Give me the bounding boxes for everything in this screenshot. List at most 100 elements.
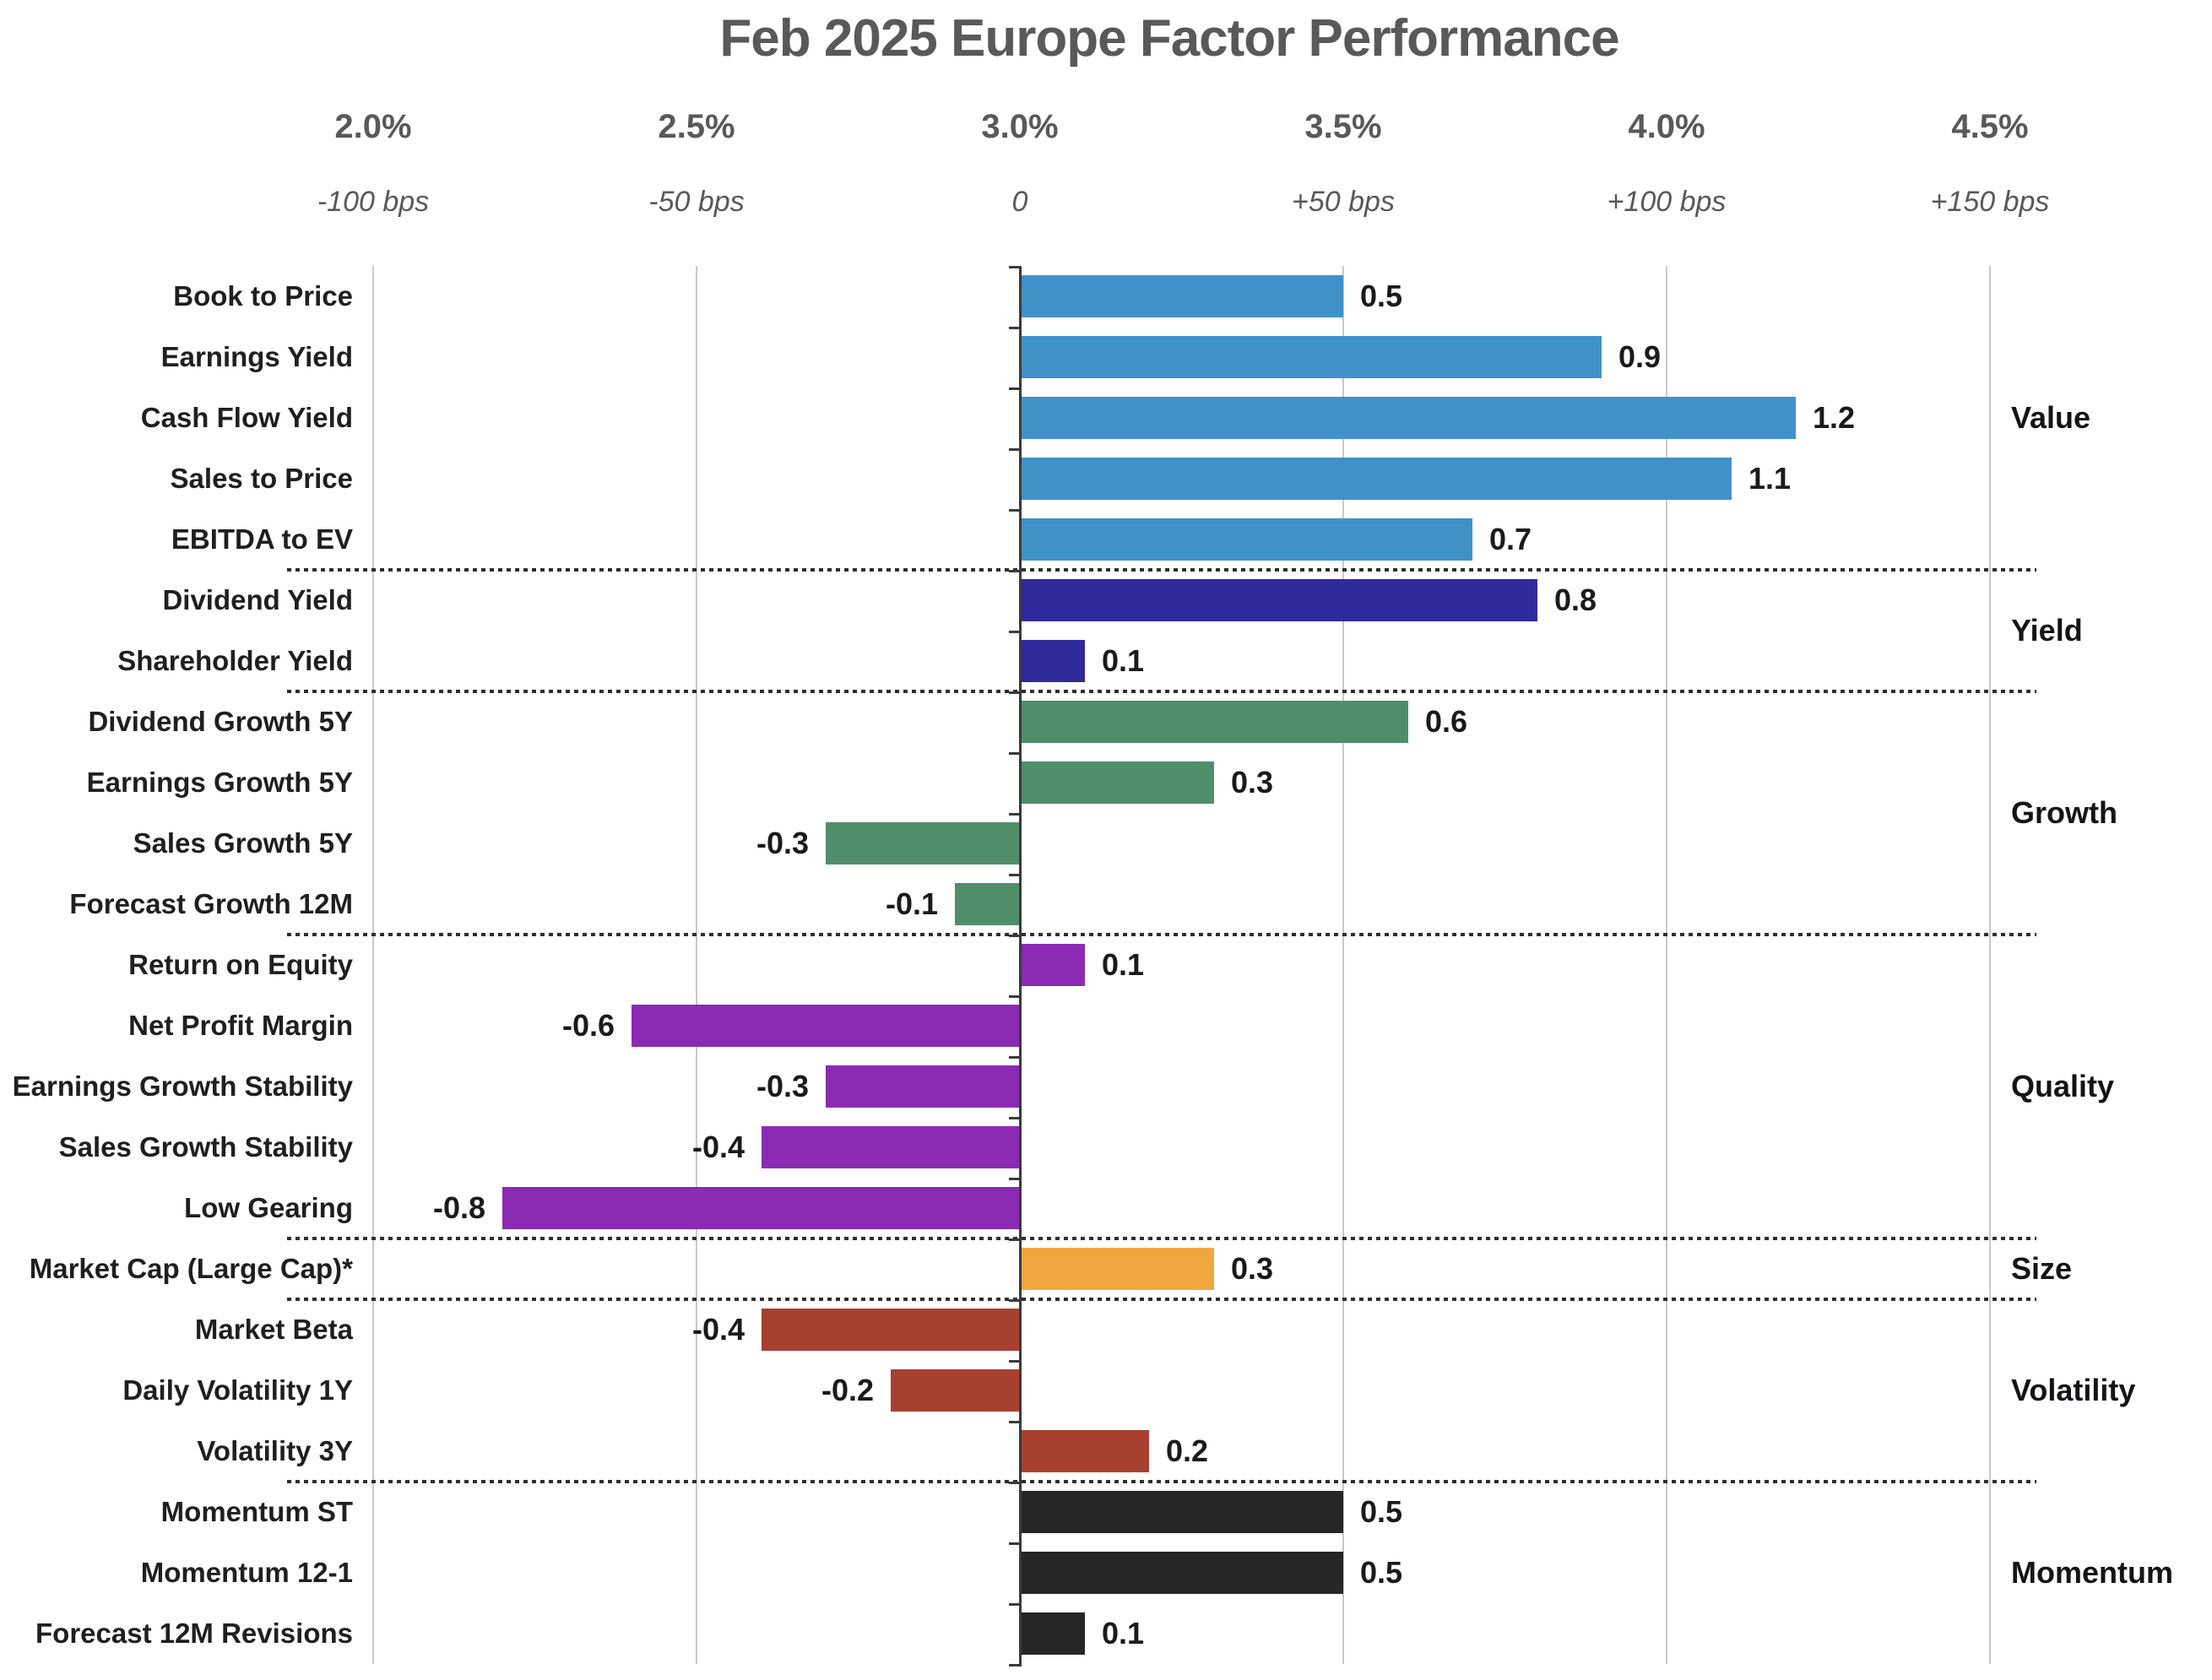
bar-low-gearing: [502, 1187, 1020, 1229]
axis-bps-label-100-bps: +100 bps: [1607, 186, 1727, 218]
bar-value-cash-flow-yield: 1.2: [1813, 400, 1856, 435]
axis-percent-label-3-0: 3.0%: [981, 108, 1059, 145]
factor-label-sales-growth-5y: Sales Growth 5Y: [133, 827, 353, 859]
chart-title: Feb 2025 Europe Factor Performance: [719, 9, 1619, 68]
factor-label-earnings-yield: Earnings Yield: [160, 341, 353, 372]
bar-earnings-yield: [1020, 336, 1602, 378]
bar-value-earnings-yield: 0.9: [1618, 339, 1662, 374]
factor-label-momentum-st: Momentum ST: [160, 1496, 353, 1527]
axis-bps-label-0: 0: [1011, 186, 1028, 218]
group-label-yield: Yield: [2011, 613, 2083, 648]
axis-bps-label-50-bps: +50 bps: [1292, 186, 1395, 218]
bar-value-earnings-growth-5y: 0.3: [1231, 765, 1274, 799]
bar-sales-growth-stability: [762, 1126, 1020, 1168]
bar-value-sales-to-price: 1.1: [1748, 461, 1792, 496]
group-label-value: Value: [2011, 400, 2091, 435]
axis-percent-label-4-5: 4.5%: [1951, 108, 2029, 145]
bar-cash-flow-yield: [1020, 397, 1796, 439]
group-separator-yield-growth: [287, 690, 2036, 693]
gridline-4-5: [1989, 266, 1991, 1664]
bar-dividend-growth-5y: [1020, 701, 1408, 743]
bar-sales-to-price: [1020, 458, 1732, 500]
factor-label-forecast-12m-revisions: Forecast 12M Revisions: [35, 1618, 353, 1649]
bar-value-shareholder-yield: 0.1: [1102, 643, 1145, 678]
bar-momentum-st: [1020, 1491, 1343, 1533]
factor-label-dividend-growth-5y: Dividend Growth 5Y: [88, 706, 353, 737]
gridline-4-0: [1666, 266, 1667, 1664]
axis-bps-label-100-bps: -100 bps: [317, 186, 430, 218]
group-label-quality: Quality: [2011, 1069, 2115, 1103]
bar-value-forecast-12m-revisions: 0.1: [1102, 1616, 1145, 1650]
bar-earnings-growth-stability: [826, 1065, 1020, 1108]
gridline-2-0: [372, 266, 374, 1664]
group-separator-growth-quality: [287, 933, 2036, 936]
bar-value-daily-volatility-1y: -0.2: [821, 1373, 874, 1407]
bar-momentum-12-1: [1020, 1552, 1343, 1594]
factor-label-shareholder-yield: Shareholder Yield: [117, 645, 353, 676]
bar-return-on-equity: [1020, 944, 1085, 986]
factor-label-book-to-price: Book to Price: [173, 280, 353, 312]
factor-label-earnings-growth-stability: Earnings Growth Stability: [12, 1070, 353, 1102]
zero-axis-ticks: [1009, 266, 1019, 1666]
bar-volatility-3y: [1020, 1430, 1149, 1472]
group-separator-quality-size: [287, 1237, 2036, 1240]
bar-value-momentum-st: 0.5: [1360, 1494, 1403, 1529]
group-label-size: Size: [2011, 1251, 2073, 1286]
factor-label-sales-growth-stability: Sales Growth Stability: [58, 1131, 353, 1162]
bar-value-dividend-yield: 0.8: [1554, 583, 1597, 617]
factor-label-ebitda-to-ev: EBITDA to EV: [171, 523, 353, 555]
bar-value-return-on-equity: 0.1: [1102, 947, 1145, 982]
group-separator-value-yield: [287, 568, 2036, 572]
bar-net-profit-margin: [632, 1005, 1020, 1047]
group-label-volatility: Volatility: [2011, 1373, 2136, 1407]
bar-forecast-12m-revisions: [1020, 1612, 1085, 1655]
bar-value-dividend-growth-5y: 0.6: [1425, 704, 1468, 739]
bar-value-net-profit-margin: -0.6: [561, 1008, 615, 1043]
axis-percent-label-2-0: 2.0%: [334, 108, 412, 145]
gridline-2-5: [696, 266, 697, 1664]
gridline-3-5: [1342, 266, 1344, 1664]
bar-value-sales-growth-5y: -0.3: [756, 826, 809, 860]
factor-label-market-cap-large-cap: Market Cap (Large Cap)*: [29, 1253, 353, 1284]
group-separator-size-volatility: [287, 1298, 2036, 1301]
factor-label-forecast-growth-12m: Forecast Growth 12M: [69, 888, 353, 919]
bar-market-cap-large-cap: [1020, 1248, 1214, 1290]
bar-daily-volatility-1y: [891, 1369, 1020, 1412]
axis-bps-label-50-bps: -50 bps: [648, 186, 745, 218]
bar-value-low-gearing: -0.8: [432, 1190, 485, 1225]
axis-percent-label-4-0: 4.0%: [1628, 108, 1705, 145]
bar-value-book-to-price: 0.5: [1360, 279, 1403, 313]
factor-label-volatility-3y: Volatility 3Y: [197, 1435, 353, 1466]
bar-value-market-beta: -0.4: [691, 1312, 745, 1347]
bar-value-sales-growth-stability: -0.4: [691, 1130, 745, 1164]
bar-earnings-growth-5y: [1020, 761, 1214, 804]
group-separator-volatility-momentum: [287, 1480, 2036, 1483]
bar-ebitda-to-ev: [1020, 518, 1472, 561]
bar-value-ebitda-to-ev: 0.7: [1489, 522, 1532, 556]
factor-label-net-profit-margin: Net Profit Margin: [128, 1010, 353, 1041]
bar-value-forecast-growth-12m: -0.1: [885, 886, 938, 921]
factor-label-return-on-equity: Return on Equity: [128, 949, 353, 980]
factor-label-momentum-12-1: Momentum 12-1: [140, 1557, 353, 1588]
factor-label-dividend-yield: Dividend Yield: [162, 584, 353, 615]
factor-label-daily-volatility-1y: Daily Volatility 1Y: [122, 1374, 353, 1406]
bar-shareholder-yield: [1020, 640, 1085, 682]
factor-label-low-gearing: Low Gearing: [184, 1192, 353, 1223]
factor-label-market-beta: Market Beta: [194, 1314, 353, 1345]
factor-label-earnings-growth-5y: Earnings Growth 5Y: [86, 767, 353, 798]
group-label-momentum: Momentum: [2011, 1555, 2173, 1590]
zero-axis-line: [1019, 266, 1022, 1666]
bar-value-market-cap-large-cap: 0.3: [1231, 1251, 1274, 1286]
bar-dividend-yield: [1020, 579, 1537, 621]
axis-percent-label-2-5: 2.5%: [658, 108, 735, 145]
bar-sales-growth-5y: [826, 822, 1020, 864]
factor-label-sales-to-price: Sales to Price: [170, 463, 353, 494]
bar-value-momentum-12-1: 0.5: [1360, 1555, 1403, 1590]
bar-value-earnings-growth-stability: -0.3: [756, 1069, 809, 1103]
bar-book-to-price: [1020, 275, 1343, 317]
group-label-growth: Growth: [2011, 795, 2117, 830]
factor-label-cash-flow-yield: Cash Flow Yield: [140, 402, 353, 433]
axis-bps-label-150-bps: +150 bps: [1930, 186, 2050, 218]
bar-value-volatility-3y: 0.2: [1166, 1433, 1209, 1468]
